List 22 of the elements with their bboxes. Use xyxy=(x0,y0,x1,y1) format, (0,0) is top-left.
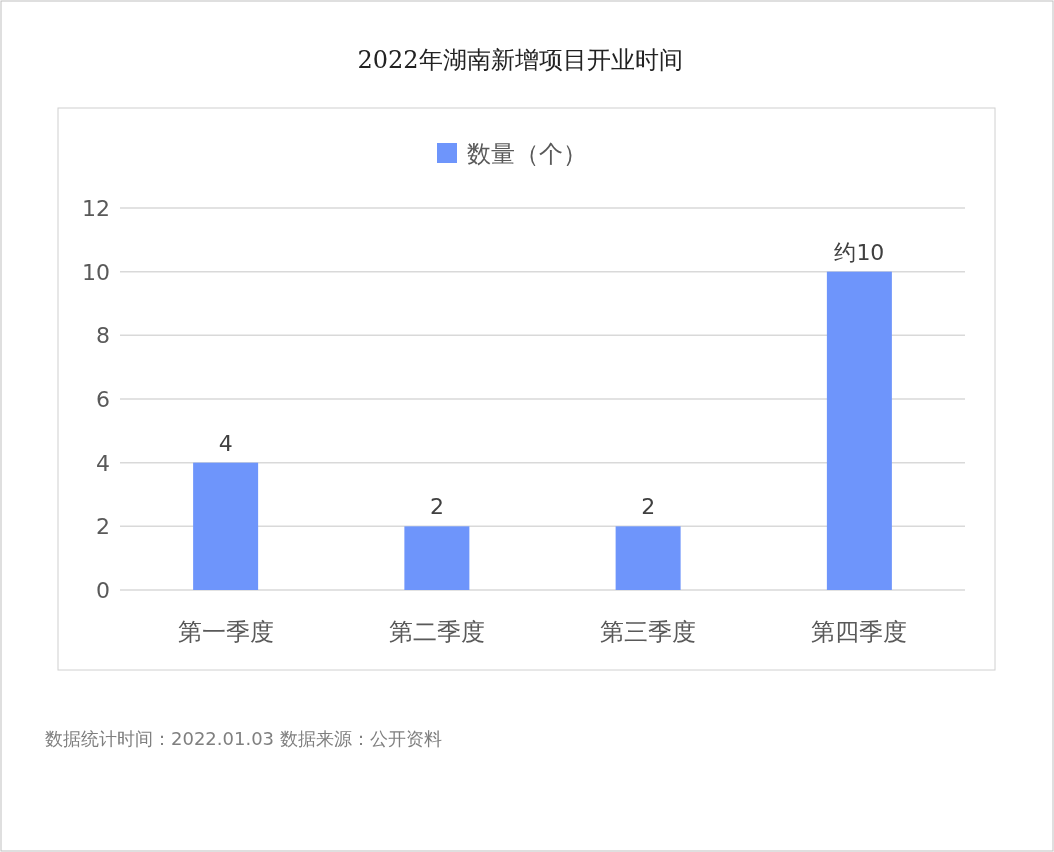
x-tick-label: 第三季度 xyxy=(600,618,697,646)
data-label: 2 xyxy=(641,494,656,520)
y-tick-label: 4 xyxy=(96,450,110,476)
chart-title: 2022年湖南新增项目开业时间 xyxy=(357,46,683,74)
bar xyxy=(826,271,892,590)
text: 数据统计时间：2022.01.03 数据来源：公开资料 xyxy=(45,728,442,749)
x-tick-label: 第二季度 xyxy=(388,618,485,646)
bar xyxy=(193,462,259,590)
bar xyxy=(404,526,470,590)
y-tick-label: 6 xyxy=(96,387,110,412)
bar xyxy=(615,526,681,590)
legend-label: 数量（个） xyxy=(467,140,587,168)
data-label: 2 xyxy=(429,494,444,520)
data-label: 4 xyxy=(218,430,233,456)
y-tick-label: 0 xyxy=(96,578,110,603)
y-tick-label: 8 xyxy=(96,323,110,349)
data-label: 约10 xyxy=(834,239,885,265)
y-tick-label: 2 xyxy=(96,514,110,540)
x-tick-label: 第一季度 xyxy=(177,618,274,646)
x-tick-label: 第四季度 xyxy=(811,618,908,646)
y-tick-label: 10 xyxy=(82,259,110,285)
y-tick-label: 12 xyxy=(82,196,110,221)
